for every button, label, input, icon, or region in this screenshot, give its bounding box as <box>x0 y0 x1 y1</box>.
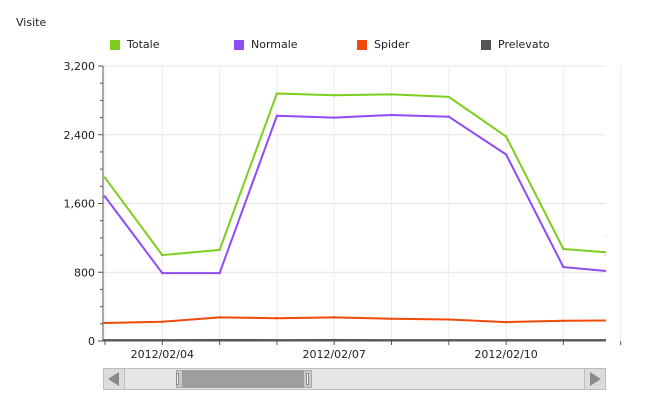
data-point-normale <box>103 195 107 198</box>
data-point-normale <box>562 265 565 269</box>
data-point-totale <box>218 248 221 252</box>
series-line-spider <box>103 316 606 324</box>
data-point-totale <box>103 176 107 179</box>
legend-label-totale: Totale <box>127 38 160 51</box>
data-point-prelevato <box>504 338 508 342</box>
legend-swatch-prelevato <box>481 39 491 50</box>
data-point-prelevato <box>218 338 221 342</box>
data-point-normale <box>218 271 221 275</box>
data-point-normale <box>390 113 393 117</box>
data-point-spider <box>161 320 164 323</box>
data-point-prelevato <box>333 338 336 342</box>
legend-label-prelevato: Prelevato <box>498 38 550 51</box>
legend-swatch-normale <box>234 39 244 50</box>
data-point-prelevato <box>103 338 107 342</box>
data-point-normale <box>275 114 279 118</box>
y-tick-label: 3,200 <box>64 60 96 73</box>
x-tick-label: 2012/02/07 <box>302 348 365 361</box>
data-point-prelevato <box>447 338 450 342</box>
data-point-totale <box>504 135 508 138</box>
data-point-totale <box>390 93 393 96</box>
legend-label-normale: Normale <box>251 38 298 51</box>
legend-swatch-spider <box>357 39 367 50</box>
x-tick-label: 2012/02/10 <box>474 348 537 361</box>
legend-swatch-totale <box>110 39 120 50</box>
legend-label-spider: Spider <box>374 38 410 51</box>
arrow-left-icon <box>108 372 119 386</box>
x-tick-label: 2012/02/04 <box>131 348 194 361</box>
data-point-spider <box>103 321 107 325</box>
arrow-right-icon <box>590 372 601 386</box>
data-point-prelevato <box>562 338 565 342</box>
y-tick-label: 0 <box>88 335 95 348</box>
scroll-right-button[interactable] <box>584 369 605 389</box>
data-point-totale <box>562 247 565 251</box>
data-point-normale <box>333 116 336 119</box>
series-line-totale <box>103 92 606 257</box>
scroll-right-grip[interactable] <box>306 373 309 385</box>
data-point-spider <box>504 320 508 324</box>
data-point-spider <box>218 316 221 319</box>
y-tick-label: 1,600 <box>64 198 96 211</box>
chart-scrollbar[interactable] <box>103 368 606 390</box>
y-tick-label: 800 <box>74 266 95 279</box>
data-point-totale <box>161 253 164 257</box>
legend-item-totale[interactable]: Totale <box>110 38 159 51</box>
scroll-left-grip[interactable] <box>176 373 179 385</box>
data-point-normale <box>447 115 450 118</box>
legend-item-normale[interactable]: Normale <box>234 38 298 51</box>
data-point-prelevato <box>161 338 164 342</box>
legend-item-prelevato[interactable]: Prelevato <box>481 38 550 51</box>
data-point-spider <box>390 317 393 320</box>
data-point-prelevato <box>275 338 279 342</box>
data-point-spider <box>333 316 336 319</box>
chart-title: Visite <box>16 16 47 29</box>
y-tick-label: 2,400 <box>64 129 96 142</box>
scroll-thumb[interactable] <box>182 370 304 388</box>
legend-item-spider[interactable]: Spider <box>357 38 409 51</box>
data-point-normale <box>161 271 164 275</box>
data-point-totale <box>275 92 279 95</box>
data-point-totale <box>447 95 450 99</box>
scroll-left-button[interactable] <box>104 369 125 389</box>
data-point-spider <box>562 319 565 323</box>
data-point-normale <box>504 153 508 156</box>
data-point-prelevato <box>390 338 393 342</box>
series-line-normale <box>103 113 606 275</box>
data-point-spider <box>447 318 450 321</box>
data-point-spider <box>275 317 279 320</box>
data-point-totale <box>333 94 336 97</box>
